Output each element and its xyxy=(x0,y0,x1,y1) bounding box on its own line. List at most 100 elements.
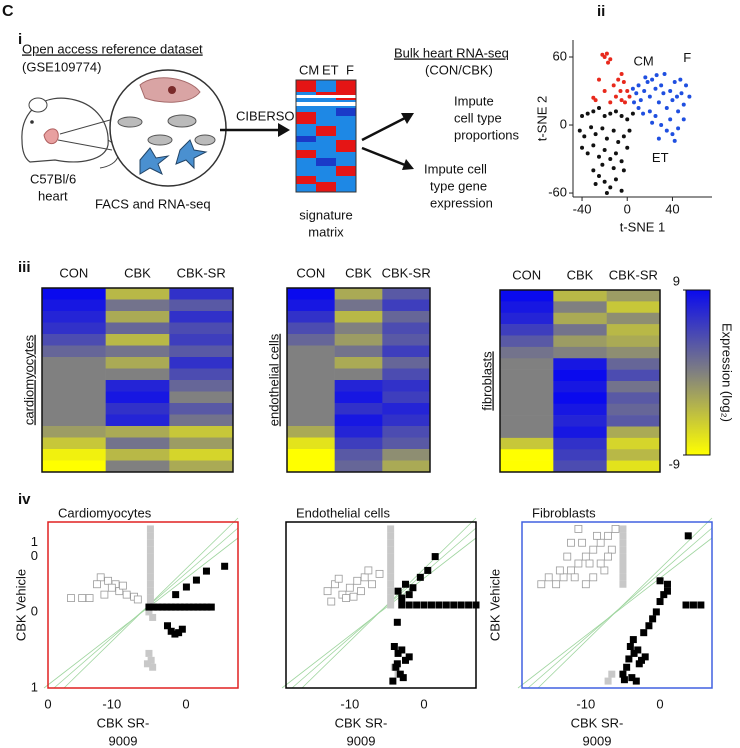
heatmap-cell xyxy=(105,437,170,450)
point xyxy=(596,559,605,568)
heatmap-cell xyxy=(42,414,106,427)
point xyxy=(574,559,583,568)
heatmap-cell xyxy=(169,426,234,438)
heatmap-cell xyxy=(334,437,383,450)
point xyxy=(67,594,75,602)
panel-label: ii xyxy=(597,3,605,20)
point xyxy=(591,109,596,114)
heatmap-cell xyxy=(169,449,234,461)
point xyxy=(627,128,632,133)
heatmap-cell xyxy=(500,346,554,359)
point xyxy=(175,629,183,637)
x-tick-label: 0 xyxy=(420,696,427,711)
point xyxy=(202,567,210,575)
colorbar-tick-label: -9 xyxy=(668,456,680,471)
diagonal-guide xyxy=(537,517,713,689)
point xyxy=(457,601,465,609)
x-tick-label: -40 xyxy=(573,201,592,216)
point xyxy=(189,603,197,611)
heatmap-cell xyxy=(42,368,106,381)
heatmap-cell xyxy=(500,437,554,450)
heatmap-cell xyxy=(42,311,106,323)
zoom-line xyxy=(59,119,111,135)
point xyxy=(78,594,87,602)
panel-label: i xyxy=(18,31,22,48)
heatmap-cell xyxy=(334,311,383,323)
heatmap-cell xyxy=(606,449,661,461)
y-tick-label: 1 xyxy=(31,679,38,694)
heatmap-cell xyxy=(105,357,170,369)
point xyxy=(465,601,473,609)
point xyxy=(353,576,362,585)
point xyxy=(203,603,211,611)
point xyxy=(661,91,666,96)
series-label: ET xyxy=(652,150,669,165)
point xyxy=(146,566,154,574)
point xyxy=(647,109,652,114)
point xyxy=(697,601,705,609)
heatmap-cell xyxy=(553,392,607,405)
point xyxy=(394,587,402,595)
point xyxy=(621,168,626,173)
point xyxy=(375,569,384,578)
point xyxy=(684,532,692,540)
point xyxy=(613,94,618,99)
y-tick-label: 1 xyxy=(31,534,38,549)
plot-title: Cardiomyocytes xyxy=(58,505,152,520)
heatmap-cell xyxy=(287,311,335,323)
column-label: CBK-SR xyxy=(609,267,658,282)
point xyxy=(600,566,609,575)
point xyxy=(207,603,215,611)
point xyxy=(145,603,153,611)
point xyxy=(663,580,671,588)
heatmap-cell xyxy=(105,288,170,300)
point xyxy=(629,636,637,644)
point xyxy=(589,573,598,582)
heatmap-cell xyxy=(169,357,234,369)
heatmap-cell xyxy=(382,437,431,450)
y-axis-label: CBK Vehicle xyxy=(487,569,502,641)
x-tick-label: 0 xyxy=(656,696,663,711)
heatmap-cell xyxy=(287,403,335,415)
output-text: type gene xyxy=(430,178,487,193)
point xyxy=(625,655,633,663)
point xyxy=(619,670,627,678)
point xyxy=(604,552,612,561)
point xyxy=(589,545,598,554)
point xyxy=(630,86,635,91)
heatmap-cell xyxy=(382,311,431,323)
point xyxy=(387,560,395,567)
point xyxy=(619,188,624,193)
y-tick-label: 0 xyxy=(560,116,567,131)
heatmap-cell xyxy=(382,460,431,473)
heatmap-cell xyxy=(606,381,661,393)
heatmap-cell xyxy=(105,334,170,346)
heatmap-cell xyxy=(105,345,170,358)
point xyxy=(387,573,395,581)
point xyxy=(674,94,679,99)
point xyxy=(405,601,413,609)
point xyxy=(146,532,154,540)
point xyxy=(409,584,417,592)
y-tick-label: 0 xyxy=(31,548,38,563)
heatmap-cell xyxy=(105,460,170,473)
panel-label: iii xyxy=(18,259,31,276)
point xyxy=(611,128,616,133)
colorbar xyxy=(685,289,711,456)
point xyxy=(577,128,582,133)
point xyxy=(357,587,365,596)
point xyxy=(387,566,395,574)
point xyxy=(619,532,627,540)
point xyxy=(619,580,627,588)
point xyxy=(663,587,671,595)
heatmap-cell xyxy=(606,460,661,473)
point xyxy=(628,674,636,682)
point xyxy=(119,581,127,590)
heatmap-cell xyxy=(105,414,170,427)
point xyxy=(616,77,621,82)
point xyxy=(580,145,585,150)
heatmap-cell xyxy=(42,334,106,346)
heatmap-cell xyxy=(287,299,335,312)
heatmap-cell xyxy=(42,460,106,473)
